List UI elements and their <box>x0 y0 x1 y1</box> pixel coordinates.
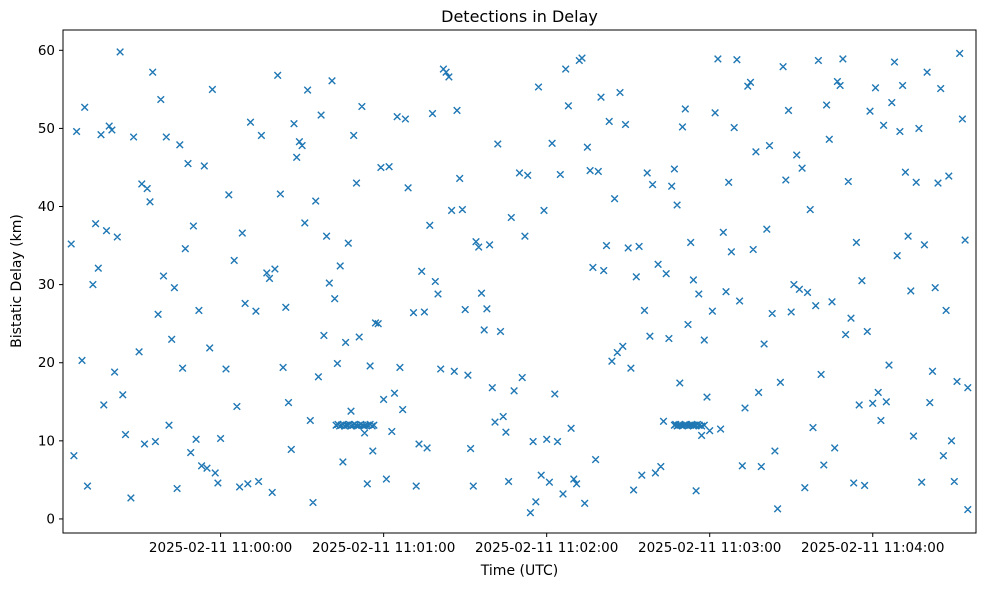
y-tick-label: 40 <box>38 199 55 215</box>
y-axis-label: Bistatic Delay (km) <box>9 214 25 348</box>
axes-box <box>62 29 977 534</box>
scatter-points <box>67 48 972 517</box>
x-tick-label: 2025-02-11 11:01:00 <box>312 540 455 556</box>
x-tick-label: 2025-02-11 11:02:00 <box>475 540 618 556</box>
y-tick-label: 60 <box>38 43 55 59</box>
y-axis-ticks: 0 10 20 30 40 50 60 <box>38 43 63 527</box>
y-tick-label: 20 <box>38 355 55 371</box>
y-tick-label: 0 <box>46 511 55 527</box>
x-tick-label: 2025-02-11 11:04:00 <box>801 540 944 556</box>
y-tick-label: 10 <box>38 433 55 449</box>
chart-title: Detections in Delay <box>441 7 598 26</box>
x-axis-label: Time (UTC) <box>480 563 559 579</box>
x-axis-ticks: 2025-02-11 11:00:00 2025-02-11 11:01:00 20… <box>149 533 944 556</box>
y-tick-label: 30 <box>38 277 55 293</box>
y-tick-label: 50 <box>38 121 55 137</box>
x-tick-label: 2025-02-11 11:03:00 <box>638 540 781 556</box>
x-tick-label: 2025-02-11 11:00:00 <box>149 540 292 556</box>
